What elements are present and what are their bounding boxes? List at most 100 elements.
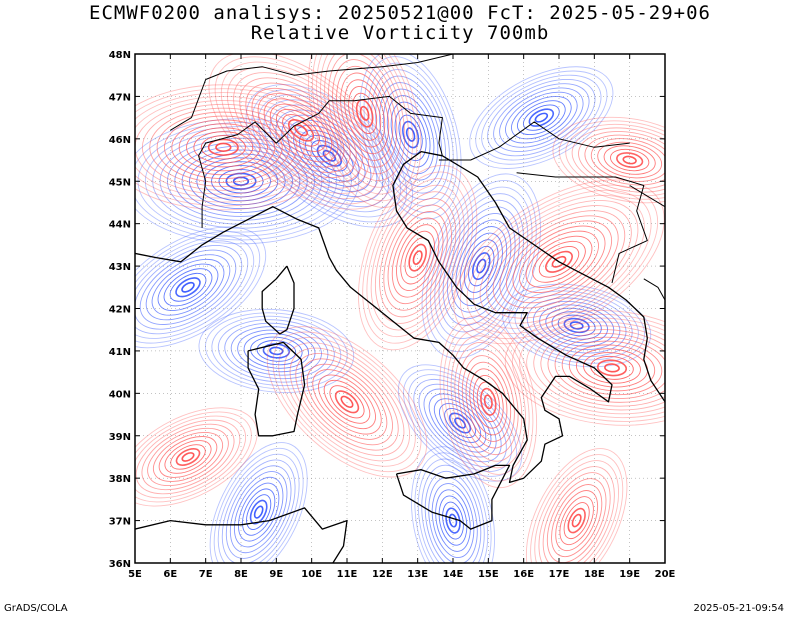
positive-vorticity-contour <box>164 115 283 180</box>
slovenia-croatia-border <box>438 121 630 161</box>
positive-vorticity-contour <box>374 191 461 324</box>
positive-vorticity-contour <box>336 65 394 161</box>
lon-tick-label: 17E <box>549 569 570 580</box>
positive-vorticity-contour <box>473 374 504 429</box>
negative-vorticity-contour <box>442 501 464 540</box>
negative-vorticity-contour <box>139 249 237 325</box>
negative-vorticity-contour <box>305 134 354 177</box>
lon-tick-label: 16E <box>513 569 534 580</box>
negative-vorticity-contour <box>204 312 348 390</box>
lon-tick-label: 18E <box>584 569 605 580</box>
negative-vorticity-contour <box>245 84 414 228</box>
positive-vorticity-contour <box>200 135 246 160</box>
negative-vorticity-contour <box>442 206 520 326</box>
negative-vorticity-contour <box>446 212 516 320</box>
negative-vorticity-contour <box>430 186 533 346</box>
corsica-coastline <box>261 265 295 335</box>
positive-vorticity-contour <box>571 127 665 193</box>
positive-vorticity-contour <box>458 348 519 456</box>
positive-vorticity-contour <box>359 105 370 121</box>
negative-vorticity-contour <box>557 314 596 337</box>
positive-vorticity-contour <box>533 325 665 411</box>
negative-vorticity-contour <box>209 442 308 563</box>
positive-vorticity-contour <box>526 321 665 415</box>
positive-vorticity-contour <box>245 82 357 179</box>
negative-vorticity-contour <box>417 458 489 563</box>
positive-vorticity-contour <box>563 502 590 540</box>
lon-tick-label: 20E <box>655 569 676 580</box>
negative-vorticity-contour <box>451 219 512 313</box>
negative-vorticity-contour <box>263 99 396 213</box>
positive-vorticity-contour <box>596 359 628 377</box>
positive-vorticity-contour <box>412 250 423 265</box>
lon-tick-label: 15E <box>478 569 499 580</box>
lat-tick-label: 46N <box>109 135 131 146</box>
positive-vorticity-contour <box>278 336 416 467</box>
positive-vorticity-contour <box>400 230 436 285</box>
country-borders <box>170 54 665 301</box>
negative-vorticity-contour <box>421 173 541 359</box>
negative-vorticity-contour <box>423 388 497 458</box>
lon-tick-label: 13E <box>407 569 428 580</box>
positive-vorticity-contour <box>207 138 239 156</box>
negative-vorticity-contour <box>135 235 255 339</box>
negative-vorticity-contour <box>253 505 264 519</box>
longitude-axis: 5E 6E 7E 8E 9E 10E 11E 12E 13E 14E 15E 16E 17E 18E 19E… <box>128 54 676 580</box>
positive-vorticity-contour <box>147 427 229 487</box>
negative-vorticity-contour <box>517 100 566 136</box>
map-subtitle: Relative Vorticity 700mb <box>250 22 550 44</box>
negative-vorticity-contour <box>135 240 249 335</box>
positive-vorticity-contour <box>505 220 613 304</box>
negative-vorticity-contour <box>424 470 482 563</box>
positive-vorticity-contour <box>555 490 599 552</box>
negative-vorticity-contour <box>438 495 468 546</box>
positive-vorticity-contour <box>348 86 382 141</box>
positive-vorticity-contour <box>567 507 586 534</box>
negative-vorticity-contour <box>526 297 627 354</box>
positive-vorticity-contour <box>559 496 594 546</box>
positive-vorticity-contour <box>141 103 305 191</box>
positive-vorticity-contour <box>208 54 394 210</box>
negative-vorticity-contour <box>196 157 286 206</box>
serbia-border <box>629 185 665 208</box>
positive-vorticity-contour <box>164 440 212 474</box>
positive-vorticity-contour <box>324 54 406 182</box>
negative-vorticity-contour <box>230 326 322 376</box>
negative-vorticity-contour <box>386 95 435 175</box>
negative-vorticity-contour <box>157 263 219 312</box>
negative-vorticity-contour <box>246 494 272 530</box>
vorticity-contours <box>135 54 665 563</box>
lon-tick-label: 14E <box>443 569 464 580</box>
positive-vorticity-contour <box>135 415 247 499</box>
positive-vorticity-contour <box>289 347 405 456</box>
negative-vorticity-contour <box>438 199 525 333</box>
positive-vorticity-contour <box>366 178 469 338</box>
lon-tick-label: 19E <box>619 569 640 580</box>
positive-vorticity-contour <box>480 387 497 416</box>
positive-vorticity-contour <box>379 197 457 318</box>
negative-vorticity-contour <box>198 308 355 393</box>
negative-vorticity-contour <box>217 453 300 563</box>
positive-vorticity-contour <box>469 368 508 436</box>
positive-vorticity-contour <box>538 246 580 278</box>
negative-vorticity-contour <box>181 281 195 293</box>
lon-tick-label: 5E <box>128 569 142 580</box>
negative-vorticity-contour <box>224 322 329 380</box>
negative-vorticity-contour <box>397 364 523 482</box>
positive-vorticity-contour <box>334 390 360 414</box>
negative-vorticity-contour <box>367 62 454 207</box>
positive-vorticity-contour <box>340 72 390 155</box>
negative-vorticity-contour <box>463 239 499 293</box>
positive-vorticity-contour <box>170 444 206 470</box>
negative-vorticity-contour <box>472 252 491 281</box>
alps-border <box>198 95 443 228</box>
latitude-axis: 36N 37N 38N 39N 40N 41N 42N 43N 44N 45N 46N 47N 48N <box>109 50 665 570</box>
lat-tick-label: 45N <box>109 177 131 188</box>
positive-vorticity-contour <box>266 326 428 478</box>
negative-vorticity-contour <box>169 272 207 302</box>
negative-vorticity-contour <box>522 104 560 131</box>
negative-vorticity-contour <box>242 488 276 536</box>
negative-vorticity-contour <box>311 140 348 172</box>
lat-tick-label: 41N <box>109 347 131 358</box>
negative-vorticity-contour <box>269 104 390 208</box>
